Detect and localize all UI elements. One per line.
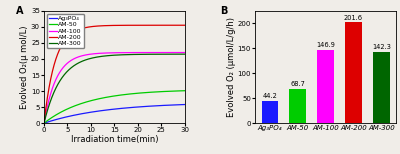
AM-50: [126, 93, 130, 95]
Line: Ag₃PO₄: Ag₃PO₄: [44, 105, 185, 123]
AM-100: [118, 52, 122, 54]
AM-300: [126, 54, 130, 56]
AM-50: [179, 90, 184, 92]
Line: AM-100: AM-100: [44, 53, 185, 123]
X-axis label: Irradiation time(min): Irradiation time(min): [71, 135, 158, 144]
Ag₃PO₄: [157, 105, 162, 107]
Ag₃PO₄: [182, 104, 187, 105]
Text: 68.7: 68.7: [290, 81, 305, 87]
Y-axis label: Evolved O₂(μ mol/L): Evolved O₂(μ mol/L): [20, 25, 30, 109]
Text: 142.3: 142.3: [372, 44, 391, 50]
AM-100: [182, 52, 187, 53]
Text: 146.9: 146.9: [316, 42, 335, 48]
Ag₃PO₄: [118, 108, 122, 109]
AM-50: [108, 96, 113, 97]
AM-300: [42, 122, 46, 124]
AM-200: [42, 122, 46, 124]
AM-200: [108, 24, 113, 26]
AM-100: [108, 52, 113, 54]
AM-300: [109, 54, 114, 56]
AM-50: [182, 90, 187, 92]
AM-200: [179, 24, 184, 26]
AM-300: [157, 53, 162, 55]
AM-300: [182, 53, 187, 55]
Line: AM-200: AM-200: [44, 25, 185, 123]
AM-100: [42, 122, 46, 124]
Legend: Ag₃PO₄, AM-50, AM-100, AM-200, AM-300: Ag₃PO₄, AM-50, AM-100, AM-200, AM-300: [47, 14, 84, 48]
AM-200: [182, 24, 187, 26]
Text: B: B: [220, 6, 227, 16]
Bar: [345, 22, 362, 123]
Ag₃PO₄: [108, 109, 113, 110]
Text: A: A: [16, 6, 23, 16]
Y-axis label: Evolved O₂ (μmol/L/g/h): Evolved O₂ (μmol/L/g/h): [227, 17, 236, 117]
AM-200: [126, 24, 130, 26]
AM-50: [109, 95, 114, 97]
Bar: [290, 89, 306, 123]
Ag₃PO₄: [126, 107, 130, 109]
AM-300: [179, 53, 184, 55]
AM-50: [118, 94, 122, 96]
AM-300: [118, 54, 122, 56]
Text: 201.6: 201.6: [344, 15, 363, 21]
AM-100: [157, 52, 162, 53]
AM-100: [126, 52, 130, 54]
AM-200: [109, 24, 114, 26]
Bar: [262, 101, 278, 123]
AM-100: [109, 52, 114, 54]
AM-100: [179, 52, 184, 53]
AM-200: [118, 24, 122, 26]
Ag₃PO₄: [109, 108, 114, 110]
Ag₃PO₄: [179, 104, 184, 106]
AM-300: [108, 55, 113, 56]
AM-50: [157, 91, 162, 93]
Ag₃PO₄: [42, 122, 46, 124]
AM-50: [42, 122, 46, 124]
Line: AM-50: AM-50: [44, 91, 185, 123]
Text: 44.2: 44.2: [262, 93, 277, 99]
Bar: [373, 52, 390, 123]
Line: AM-300: AM-300: [44, 54, 185, 123]
Bar: [317, 50, 334, 123]
AM-200: [157, 24, 162, 26]
